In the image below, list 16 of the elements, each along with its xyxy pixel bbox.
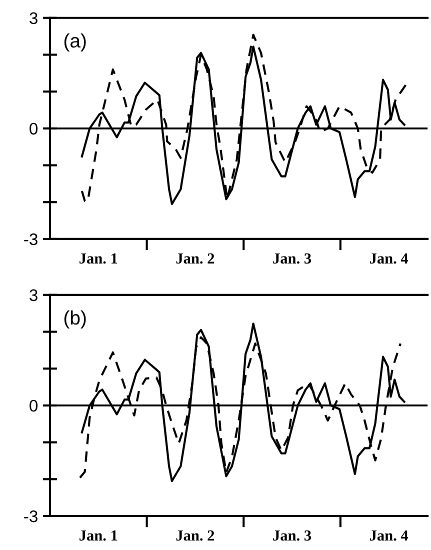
y-tick-label: 3 bbox=[30, 12, 38, 24]
x-tick-label: Jan. 2 bbox=[176, 530, 214, 541]
x-tick-label: Jan. 1 bbox=[80, 253, 118, 264]
annotation: (a) bbox=[64, 33, 86, 52]
x-tick-label: Jan. 3 bbox=[273, 530, 312, 541]
x-tick-label: Jan. 4 bbox=[370, 530, 408, 541]
y-tick-label: 0 bbox=[30, 122, 38, 135]
y-tick-label: 0 bbox=[30, 400, 38, 412]
annotation: (b) bbox=[64, 310, 86, 329]
x-tick-label: Jan. 3 bbox=[273, 253, 312, 264]
x-tick-label: Jan. 1 bbox=[80, 530, 118, 541]
x-tick-label: Jan. 4 bbox=[370, 253, 408, 264]
y-tick-label: -3 bbox=[24, 510, 38, 522]
y-tick-label: 3 bbox=[30, 289, 38, 302]
x-tick-label: Jan. 2 bbox=[176, 253, 214, 264]
y-tick-label: -3 bbox=[24, 233, 38, 246]
